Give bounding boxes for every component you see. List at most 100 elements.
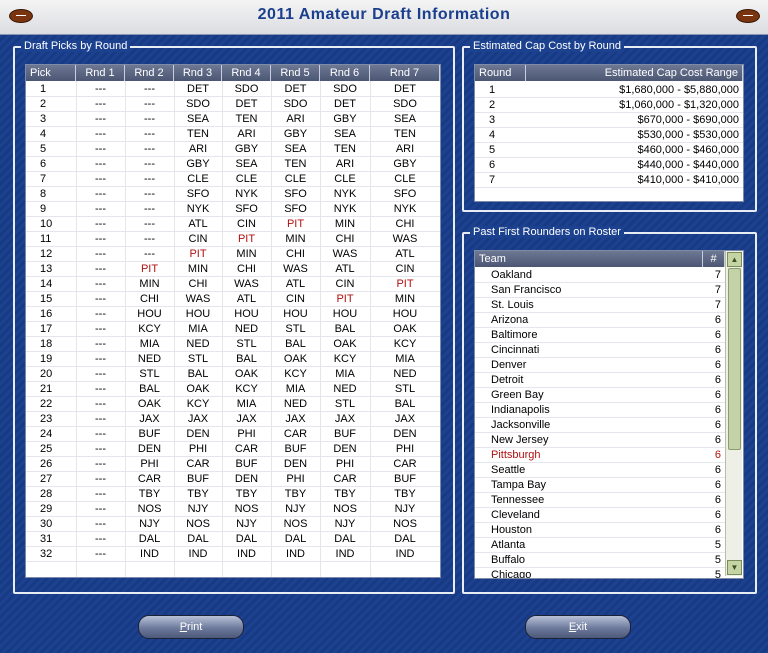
draft-pick-cell: JAX <box>285 413 306 425</box>
draft-pick-cell: WAS <box>283 263 308 275</box>
draft-pick-cell: TBY <box>138 488 161 500</box>
draft-pick-cell: NED <box>137 353 162 365</box>
draft-pick-cell: 24 <box>40 428 53 440</box>
draft-pick-cell: --- <box>95 278 106 290</box>
draft-pick-cell: --- <box>144 233 155 245</box>
draft-pick-cell: KCY <box>186 398 210 410</box>
draft-pick-cell: CHI <box>140 293 159 305</box>
draft-pick-cell: CLE <box>284 173 307 185</box>
draft-pick-cell: MIA <box>395 353 415 365</box>
draft-pick-cell: BAL <box>236 353 257 365</box>
draft-pick-cell: --- <box>95 158 106 170</box>
draft-pick-cell: PIT <box>140 263 159 275</box>
draft-pick-cell: DEN <box>234 473 259 485</box>
draft-pick-cell: SEA <box>333 128 356 140</box>
column-divider <box>76 81 77 577</box>
cap-cost-group: Estimated Cap Cost by Round <box>462 40 757 212</box>
draft-pick-cell: BAL <box>139 383 160 395</box>
draft-pick-cell: MIA <box>188 323 208 335</box>
draft-pick-cell: MIN <box>285 233 306 245</box>
row-divider <box>26 366 440 367</box>
draft-pick-cell: NYK <box>333 203 357 215</box>
draft-pick-cell: --- <box>144 188 155 200</box>
draft-pick-cell: CHI <box>395 218 415 230</box>
draft-pick-cell: KCY <box>393 338 417 350</box>
draft-pick-cell: KCY <box>138 323 161 335</box>
draft-pick-cell: DAL <box>235 533 258 545</box>
draft-pick-cell: JAX <box>394 413 416 425</box>
draft-pick-cell: ATL <box>395 248 415 260</box>
draft-pick-cell: OAK <box>234 368 259 380</box>
draft-pick-cell: MIA <box>139 338 160 350</box>
draft-pick-cell: --- <box>144 203 155 215</box>
draft-pick-cell: CLE <box>187 173 209 185</box>
exit-button[interactable]: Exit <box>525 615 631 639</box>
scroll-thumb[interactable] <box>728 268 741 450</box>
draft-pick-cell: BAL <box>285 338 306 350</box>
draft-pick-cell: MIN <box>139 278 160 290</box>
draft-pick-cell: PIT <box>286 218 305 230</box>
draft-pick-cell: CHI <box>335 233 355 245</box>
cap-cost-cell: 7 <box>489 174 496 186</box>
draft-pick-cell: HOU <box>185 308 211 320</box>
roster-cell: 6 <box>714 344 721 356</box>
draft-pick-cell: BUF <box>138 428 161 440</box>
draft-pick-cell: --- <box>144 248 155 260</box>
draft-pick-cell: DET <box>187 83 209 95</box>
cap-cost-cell: 4 <box>489 129 496 141</box>
row-divider <box>26 531 440 532</box>
draft-pick-cell: --- <box>95 98 106 110</box>
cap-cost-cell: 6 <box>489 159 496 171</box>
draft-pick-cell: OAK <box>186 383 210 395</box>
scroll-down[interactable]: ▼ <box>727 560 742 575</box>
draft-pick-cell: NJY <box>139 518 160 530</box>
draft-pick-cell: NOS <box>186 518 210 530</box>
draft-pick-cell: GBY <box>186 158 210 170</box>
row-divider <box>475 172 743 173</box>
past-first-rounders-list: Team # Oakland 7 San Francisco 7 St. Louis 7 Ari… <box>474 250 744 579</box>
draft-pick-cell: DEN <box>186 428 210 440</box>
draft-pick-cell: --- <box>95 218 106 230</box>
draft-pick-cell: --- <box>95 443 106 455</box>
column-header: Rnd 1 <box>76 65 125 81</box>
draft-pick-cell: NED <box>393 368 417 380</box>
draft-pick-cell: 11 <box>40 233 52 245</box>
draft-pick-cell: DET <box>334 98 356 110</box>
roster-cell: 5 <box>714 539 721 551</box>
draft-pick-cell: --- <box>95 173 106 185</box>
row-divider <box>26 291 440 292</box>
draft-pick-cell: 10 <box>40 218 53 230</box>
roster-cell: Detroit <box>491 374 524 386</box>
cap-cost-table: Round Estimated Cap Cost Range 1 $1,680,000… <box>474 64 744 202</box>
draft-pick-cell: 12 <box>40 248 53 260</box>
scroll-up[interactable]: ▲ <box>727 252 742 267</box>
scrollbar[interactable]: ▲ ▼ <box>725 251 742 576</box>
cap-cost-cell: $410,000 - $410,000 <box>637 174 739 186</box>
roster-cell: 5 <box>714 569 721 579</box>
row-divider <box>26 246 440 247</box>
draft-pick-cell: WAS <box>392 233 418 245</box>
draft-pick-cell: MIN <box>187 263 209 275</box>
football-icon <box>9 9 33 23</box>
draft-pick-cell: IND <box>188 548 208 560</box>
draft-pick-cell: --- <box>95 323 106 335</box>
column-header: Rnd 2 <box>125 65 174 81</box>
cap-cost-cell: $440,000 - $440,000 <box>637 159 739 171</box>
draft-pick-cell: --- <box>95 398 106 410</box>
draft-pick-cell: NED <box>234 323 259 335</box>
row-divider <box>475 447 725 448</box>
draft-pick-cell: TEN <box>334 143 356 155</box>
draft-pick-cell: MIA <box>236 398 257 410</box>
draft-pick-cell: DEN <box>333 443 357 455</box>
row-divider <box>475 567 725 568</box>
draft-pick-cell: TBY <box>334 488 356 500</box>
print-button[interactable]: Print <box>138 615 244 639</box>
draft-pick-cell: SFO <box>284 188 307 200</box>
column-divider <box>370 81 371 577</box>
column-divider <box>174 81 175 577</box>
roster-cell: 7 <box>714 284 721 296</box>
draft-pick-cell: CHI <box>188 278 208 290</box>
row-divider <box>475 402 725 403</box>
roster-cell: 6 <box>714 464 721 476</box>
row-divider <box>475 477 725 478</box>
